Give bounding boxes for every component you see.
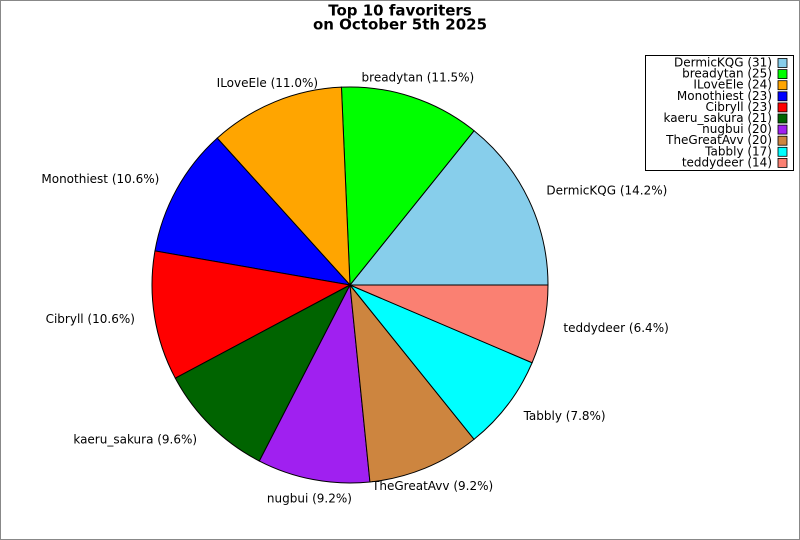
legend-swatch: [777, 135, 788, 146]
legend-swatch: [777, 124, 788, 135]
pie-slice: [151, 250, 352, 379]
slice-label: nugbui (9.2%): [267, 491, 352, 505]
pie-slice: [216, 86, 351, 287]
slice-label: teddydeer (6.4%): [563, 321, 668, 335]
pie-slice: [348, 130, 549, 286]
legend-label: Cibryll (23): [706, 100, 772, 114]
chart-title: on October 5th 2025: [313, 16, 487, 34]
pie-slice: [154, 137, 352, 286]
slice-label: Monothiest (10.6%): [41, 172, 159, 186]
legend-swatch: [777, 157, 788, 168]
legend-label: Tabbly (17): [704, 144, 772, 158]
slice-label: Cibryll (10.6%): [46, 312, 135, 326]
legend-swatch: [777, 80, 788, 91]
slice-label: ILoveEle (11.0%): [217, 76, 318, 90]
slice-label: breadytan (11.5%): [362, 71, 475, 85]
legend-label: TheGreatAvv (20): [665, 133, 772, 147]
legend-label: teddydeer (14): [682, 155, 772, 169]
pie-slice: [258, 283, 371, 484]
legend-swatch: [777, 146, 788, 157]
legend-label: nugbui (20): [702, 122, 772, 136]
slice-label: TheGreatAvv (9.2%): [371, 479, 493, 493]
legend-label: DermicKQG (31): [674, 56, 772, 70]
slice-label: DermicKQG (14.2%): [546, 183, 667, 197]
pie-slice: [174, 283, 352, 462]
legend-swatch: [777, 113, 788, 124]
legend-label: kaeru_sakura (21): [663, 111, 772, 125]
slice-label: Tabbly (7.8%): [523, 409, 606, 423]
legend-label: ILoveEle (24): [693, 78, 772, 92]
legend-swatch: [777, 69, 788, 79]
legend-swatch: [777, 91, 788, 102]
slice-label: kaeru_sakura (9.6%): [73, 433, 197, 447]
legend-swatch: [777, 102, 788, 113]
pie-slice: [349, 283, 475, 483]
legend-label: Monothiest (23): [677, 89, 772, 103]
legend-label: breadytan (25): [682, 67, 772, 81]
pie-slice: [340, 86, 475, 287]
legend-box: [645, 55, 794, 171]
legend-swatch: [777, 58, 788, 68]
chart-title: Top 10 favoriters: [328, 2, 472, 20]
pie-slice: [349, 284, 549, 364]
pie-slice: [349, 284, 533, 440]
